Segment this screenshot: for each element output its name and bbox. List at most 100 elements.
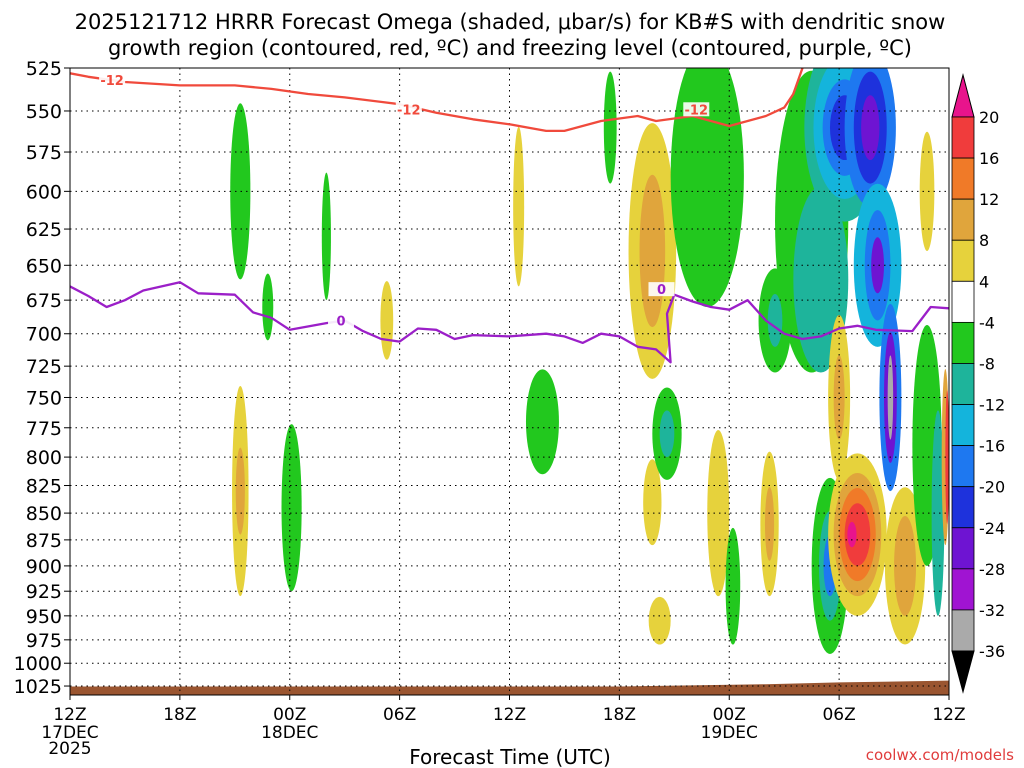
x-tick-sublabel: 18DEC: [261, 723, 318, 743]
y-tick-label: 950: [26, 606, 62, 628]
terrain-fill: [70, 680, 949, 695]
omega-region: [871, 237, 884, 294]
contour-line: [70, 281, 949, 364]
omega-region: [931, 410, 945, 616]
colorbar-label: -4: [979, 313, 995, 332]
omega-region: [235, 447, 245, 535]
colorbar-label: -12: [979, 396, 1005, 415]
y-tick-label: 775: [26, 418, 62, 440]
omega-region: [764, 487, 775, 561]
omega-region: [643, 459, 662, 546]
colorbar-top-arrow: [951, 73, 975, 118]
omega-region: [767, 294, 783, 347]
credit-text: coolwx.com/models: [866, 746, 1014, 764]
omega-region: [833, 355, 845, 440]
contour-label-bg: [683, 102, 710, 117]
colorbar-label: 16: [979, 149, 999, 168]
contour-label-bg: [328, 313, 355, 328]
y-tick-label: 700: [26, 324, 62, 346]
colorbar-band: [951, 445, 975, 488]
x-tick-sublabel: 17DEC: [41, 723, 98, 743]
terrain-area: [70, 680, 949, 695]
omega-region: [321, 172, 331, 301]
omega-region: [889, 362, 892, 408]
colorbar-bottom-arrow: [951, 650, 975, 694]
chart-title-line1: 2025121712 HRRR Forecast Omega (shaded, …: [75, 10, 946, 34]
colorbar-label: -36: [979, 642, 1005, 661]
x-tick-sublabel: 19DEC: [701, 723, 758, 743]
contour-label: -12: [100, 74, 124, 89]
omega-region: [894, 515, 917, 616]
x-tick-label: 00Z: [273, 705, 306, 725]
contour-label-bg: [648, 282, 675, 297]
omega-region: [525, 369, 559, 475]
colorbar-band: [951, 568, 975, 611]
y-tick-label: 725: [26, 356, 62, 378]
omega-region: [380, 281, 394, 360]
colorbar-band: [951, 527, 975, 570]
contour-label-bg: [395, 102, 422, 117]
y-tick-label: 675: [26, 290, 62, 312]
y-tick-label: 975: [26, 630, 62, 652]
colorbar-label: -28: [979, 560, 1005, 579]
contour-label: -12: [685, 103, 709, 118]
colorbar: 20 16 12 8 4 -4 -8 -12 -16 -20 -24 -28 -32 -36: [951, 73, 1005, 694]
omega-region: [670, 68, 744, 307]
y-tick-label: 525: [26, 58, 62, 80]
contour-line: [70, 68, 804, 133]
colorbar-label: 20: [979, 108, 999, 127]
y-tick-label: 1025: [14, 676, 62, 698]
y-tick-label: 900: [26, 556, 62, 578]
colorbar-band: [951, 116, 975, 159]
axes: 525 550 575 600 625 650 675 700 725 750 775 800 825 8…: [14, 58, 966, 759]
omega-region: [847, 521, 857, 548]
omega-region: [513, 126, 525, 287]
x-tick-label: 00Z: [713, 705, 746, 725]
y-tick-label: 650: [26, 255, 62, 277]
omega-region: [230, 103, 251, 280]
colorbar-band: [951, 404, 975, 447]
y-tick-label: 550: [26, 101, 62, 123]
omega-region: [639, 174, 666, 328]
y-tick-label: 800: [26, 447, 62, 469]
x-tick-sublabel: 2025: [48, 739, 91, 759]
y-tick-label: 825: [26, 476, 62, 498]
omega-region: [844, 503, 871, 566]
omega-region: [861, 95, 880, 161]
omega-region: [603, 71, 617, 184]
colorbar-band: [951, 157, 975, 200]
y-tick-label: 750: [26, 387, 62, 409]
x-tick-label: 06Z: [822, 705, 855, 725]
chart-title-line2: growth region (contoured, red, ºC) and f…: [108, 36, 912, 60]
colorbar-label: 12: [979, 190, 999, 209]
y-tick-label: 925: [26, 581, 62, 603]
omega-region: [945, 390, 949, 524]
colorbar-band: [951, 321, 975, 364]
y-tick-label: 600: [26, 181, 62, 203]
colorbar-band: [951, 198, 975, 241]
y-tick-label: 625: [26, 219, 62, 241]
colorbar-band: [951, 609, 975, 652]
colorbar-label: -32: [979, 601, 1005, 620]
x-axis-label: Forecast Time (UTC): [409, 745, 611, 768]
colorbar-label: -8: [979, 354, 995, 373]
colorbar-label: -16: [979, 437, 1005, 456]
contour-label: 0: [657, 283, 666, 298]
x-tick-label: 18Z: [603, 705, 636, 725]
colorbar-band: [951, 239, 975, 282]
colorbar-band: [951, 363, 975, 405]
colorbar-band: [951, 280, 975, 323]
colorbar-band: [951, 486, 975, 529]
x-tick-label: 18Z: [163, 705, 196, 725]
y-tick-label: 575: [26, 142, 62, 164]
omega-shading: [230, 68, 949, 654]
omega-region: [707, 430, 730, 597]
contours: -12 -12 -12 0 0: [70, 68, 949, 364]
omega-region: [648, 596, 671, 645]
omega-region: [659, 410, 675, 458]
contour-label-bg: [99, 73, 126, 88]
y-tick-label: 875: [26, 530, 62, 552]
contour-label: -12: [397, 103, 421, 118]
colorbar-label: -20: [979, 478, 1005, 497]
y-tick-label: 1000: [14, 653, 62, 675]
